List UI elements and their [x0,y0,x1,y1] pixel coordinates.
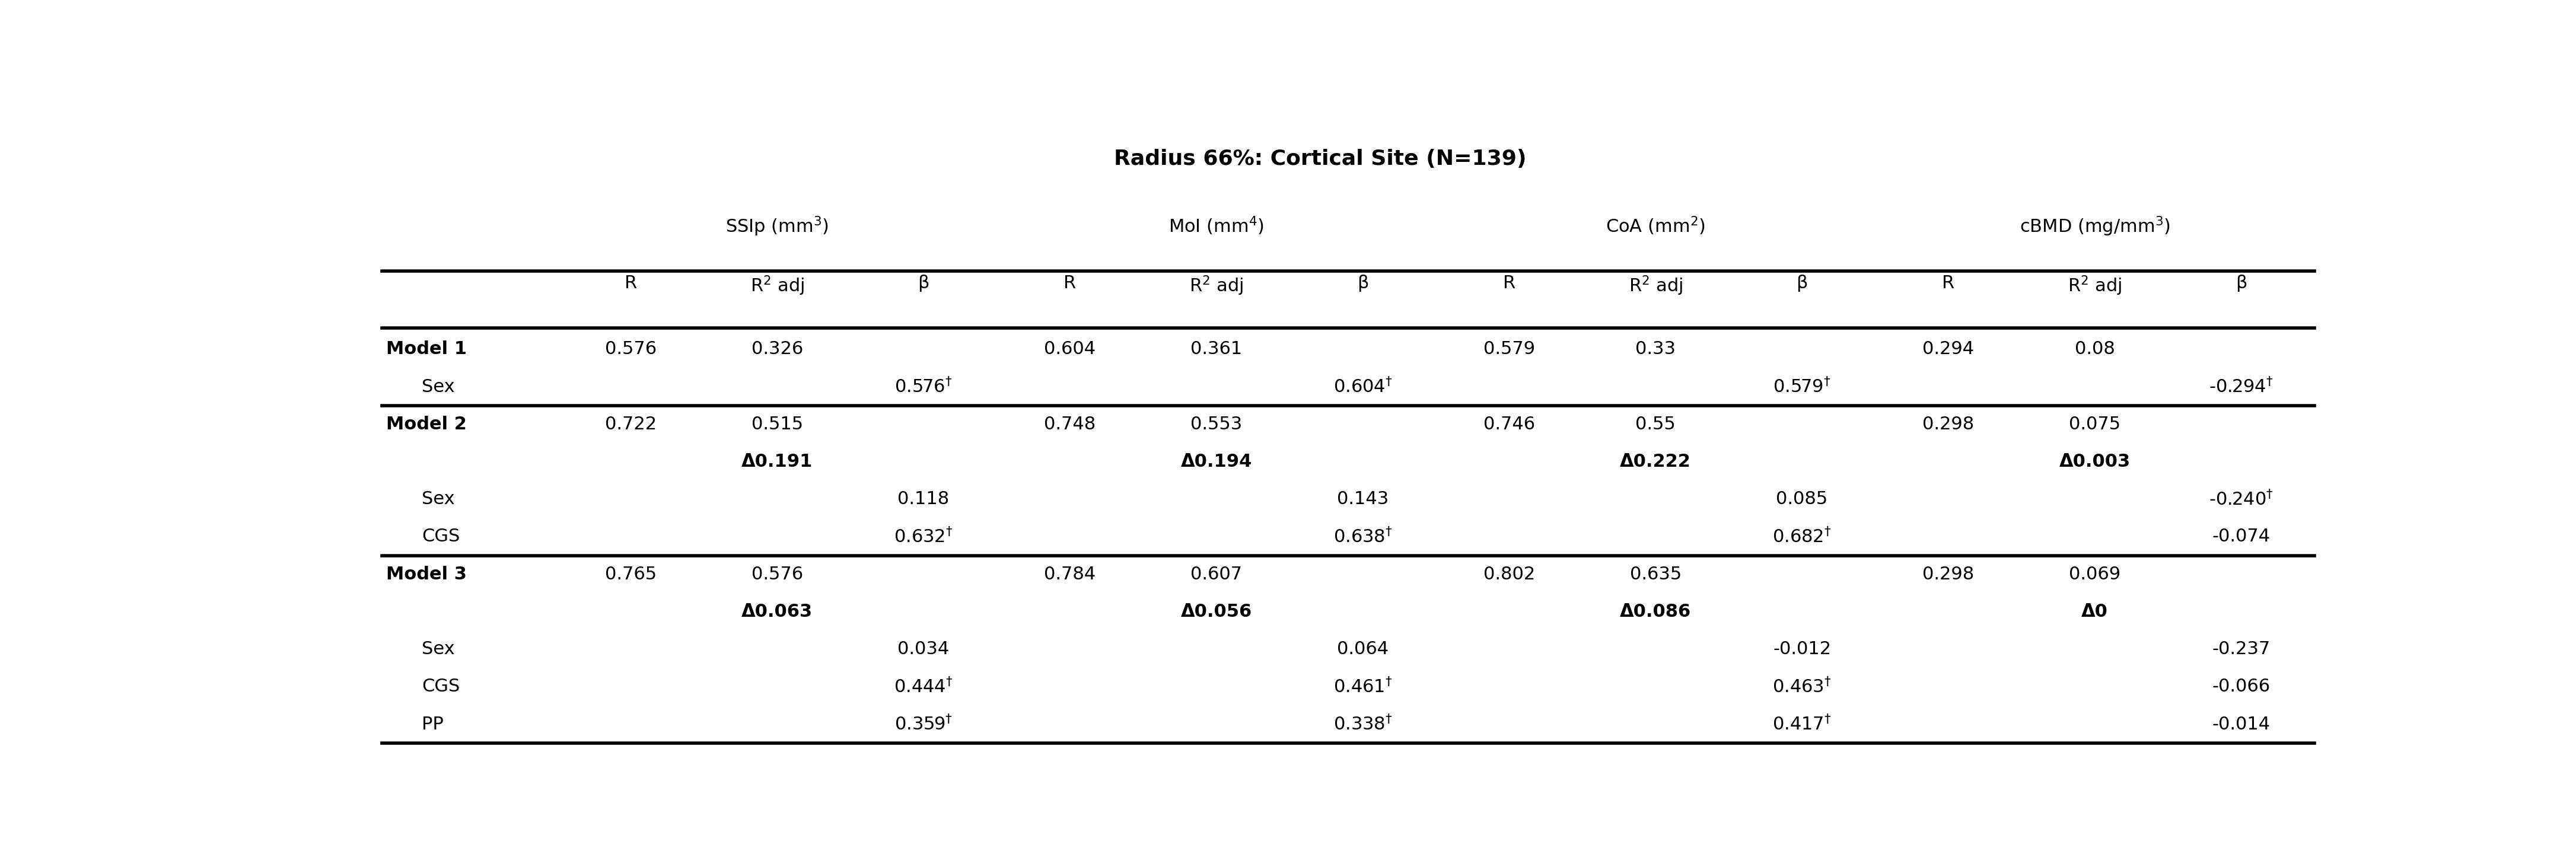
Text: R: R [623,274,636,291]
Text: Sex: Sex [422,378,456,395]
Text: 0.359$^{\dagger}$: 0.359$^{\dagger}$ [894,715,953,734]
Text: 0.579: 0.579 [1484,340,1535,358]
Text: Δ0.191: Δ0.191 [742,453,814,470]
Text: R: R [1064,274,1077,291]
Text: 0.075: 0.075 [2069,416,2120,433]
Text: -0.294$^{\dagger}$: -0.294$^{\dagger}$ [2210,377,2275,397]
Text: 0.085: 0.085 [1775,490,1829,508]
Text: 0.417$^{\dagger}$: 0.417$^{\dagger}$ [1772,715,1832,734]
Text: Model 1: Model 1 [386,340,466,358]
Text: β: β [1358,274,1368,291]
Text: 0.579$^{\dagger}$: 0.579$^{\dagger}$ [1772,377,1832,397]
Text: cBMD (mg/mm$^3$): cBMD (mg/mm$^3$) [2020,215,2169,238]
Text: 0.034: 0.034 [896,640,951,658]
Text: MoI (mm$^4$): MoI (mm$^4$) [1170,215,1265,237]
Text: 0.576$^{\dagger}$: 0.576$^{\dagger}$ [894,377,953,397]
Text: 0.635: 0.635 [1631,566,1682,583]
Text: SSIp (mm$^3$): SSIp (mm$^3$) [726,215,829,238]
Text: 0.338$^{\dagger}$: 0.338$^{\dagger}$ [1334,715,1394,734]
Text: 0.607: 0.607 [1190,566,1242,583]
Text: 0.298: 0.298 [1922,566,1973,583]
Text: β: β [917,274,930,291]
Text: β: β [2236,274,2246,291]
Text: 0.069: 0.069 [2069,566,2120,583]
Text: R$^2$ adj: R$^2$ adj [750,274,804,297]
Text: Δ0.194: Δ0.194 [1180,453,1252,470]
Text: 0.326: 0.326 [752,340,804,358]
Text: 0.748: 0.748 [1043,416,1095,433]
Text: 0.604: 0.604 [1043,340,1095,358]
Text: R$^2$ adj: R$^2$ adj [1628,274,1682,297]
Text: 0.746: 0.746 [1484,416,1535,433]
Text: -0.240$^{\dagger}$: -0.240$^{\dagger}$ [2208,489,2275,509]
Text: 0.143: 0.143 [1337,490,1388,508]
Text: -0.012: -0.012 [1772,640,1832,658]
Text: 0.08: 0.08 [2074,340,2115,358]
Text: 0.682$^{\dagger}$: 0.682$^{\dagger}$ [1772,527,1832,547]
Text: CGS: CGS [422,678,461,695]
Text: R$^2$ adj: R$^2$ adj [1190,274,1244,297]
Text: R: R [1942,274,1955,291]
Text: Model 2: Model 2 [386,416,466,433]
Text: 0.55: 0.55 [1636,416,1674,433]
Text: Sex: Sex [422,640,456,658]
Text: Model 3: Model 3 [386,566,466,583]
Text: 0.765: 0.765 [605,566,657,583]
Text: PP: PP [422,716,443,733]
Text: 0.576: 0.576 [605,340,657,358]
Text: 0.33: 0.33 [1636,340,1677,358]
Text: 0.515: 0.515 [752,416,804,433]
Text: 0.802: 0.802 [1484,566,1535,583]
Text: 0.118: 0.118 [896,490,951,508]
Text: -0.014: -0.014 [2213,716,2269,733]
Text: -0.074: -0.074 [2213,528,2269,545]
Text: 0.722: 0.722 [605,416,657,433]
Text: Δ0.222: Δ0.222 [1620,453,1692,470]
Text: 0.444$^{\dagger}$: 0.444$^{\dagger}$ [894,677,953,697]
Text: Δ0.086: Δ0.086 [1620,603,1692,620]
Text: Δ0.056: Δ0.056 [1180,603,1252,620]
Text: 0.463$^{\dagger}$: 0.463$^{\dagger}$ [1772,677,1832,697]
Text: 0.632$^{\dagger}$: 0.632$^{\dagger}$ [894,527,953,547]
Text: -0.066: -0.066 [2213,678,2269,695]
Text: 0.576: 0.576 [752,566,804,583]
Text: 0.298: 0.298 [1922,416,1973,433]
Text: 0.553: 0.553 [1190,416,1242,433]
Text: R$^2$ adj: R$^2$ adj [2069,274,2123,297]
Text: Δ0.003: Δ0.003 [2058,453,2130,470]
Text: 0.638$^{\dagger}$: 0.638$^{\dagger}$ [1334,527,1394,547]
Text: 0.461$^{\dagger}$: 0.461$^{\dagger}$ [1334,677,1394,697]
Text: -0.237: -0.237 [2213,640,2269,658]
Text: Sex: Sex [422,490,456,508]
Text: R: R [1502,274,1515,291]
Text: 0.294: 0.294 [1922,340,1973,358]
Text: 0.784: 0.784 [1043,566,1095,583]
Text: Δ0: Δ0 [2081,603,2107,620]
Text: 0.064: 0.064 [1337,640,1388,658]
Text: Radius 66%: Cortical Site (N=139): Radius 66%: Cortical Site (N=139) [1113,149,1528,169]
Text: 0.604$^{\dagger}$: 0.604$^{\dagger}$ [1334,377,1394,397]
Text: CoA (mm$^2$): CoA (mm$^2$) [1605,215,1705,237]
Text: Δ0.063: Δ0.063 [742,603,814,620]
Text: CGS: CGS [422,528,461,545]
Text: 0.361: 0.361 [1190,340,1242,358]
Text: β: β [1795,274,1808,291]
